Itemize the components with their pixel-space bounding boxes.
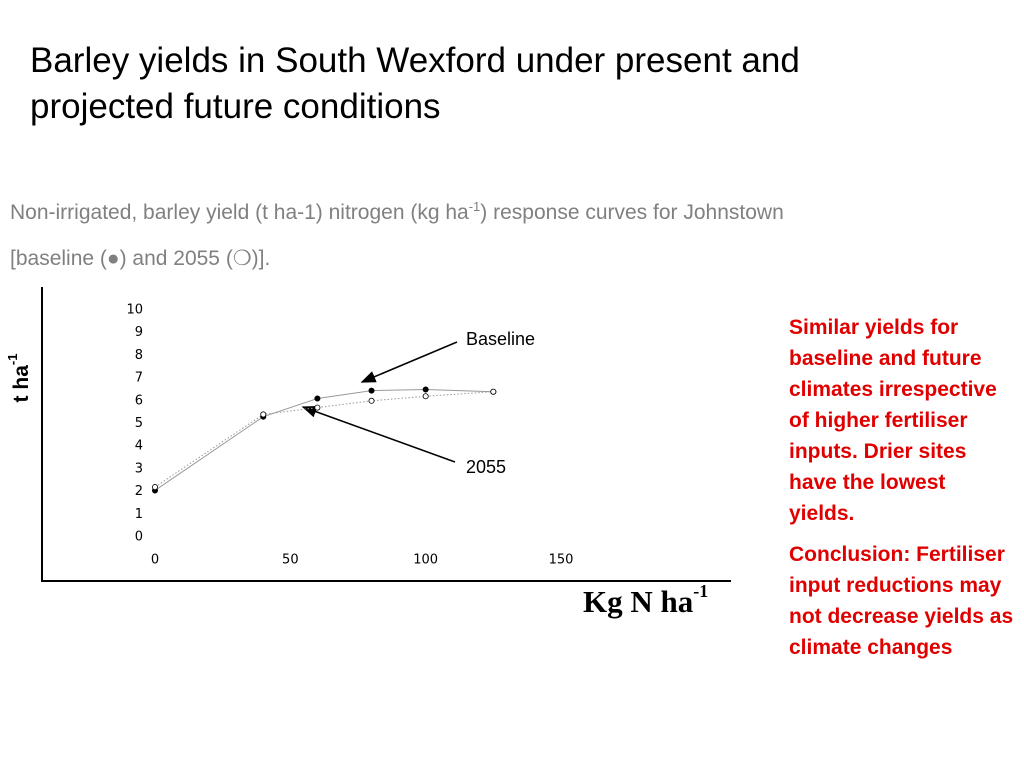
y-tick-label: 0 [135, 530, 143, 545]
subtitle-text: ) response curves for Johnstown [480, 201, 784, 224]
data-point [368, 387, 375, 394]
arrow [301, 405, 456, 463]
note: Similar yields for baseline and future c… [789, 316, 997, 525]
data-point [422, 393, 429, 400]
data-point [490, 388, 497, 395]
annotation: Baseline [466, 329, 535, 349]
series-line [154, 388, 494, 491]
x-axis-label: Kg N ha-1 [583, 581, 708, 619]
annotation: 2055 [466, 457, 506, 477]
y-tick-label: 8 [135, 348, 143, 363]
data-point [368, 397, 375, 404]
y-tick-label: 4 [135, 439, 143, 454]
y-tick-label: 9 [135, 325, 143, 340]
y-axis-label: t ha-1 [5, 354, 32, 403]
x-tick-label: 50 [282, 553, 299, 568]
y-tick-label: 10 [126, 303, 143, 318]
data-point [151, 484, 158, 491]
note: Conclusion: Fertiliser input reductions … [789, 543, 1014, 659]
y-tick-label: 6 [135, 393, 143, 408]
arrow [360, 341, 458, 383]
x-label-text: Kg N ha [583, 584, 694, 619]
y-tick-label: 2 [135, 484, 143, 499]
subtitle: Non-irrigated, barley yield (t ha-1) nit… [10, 184, 1010, 282]
notes: Similar yields for baseline and future c… [789, 312, 1014, 673]
data-point [422, 386, 429, 393]
data-point [314, 404, 321, 411]
y-tick-label: 3 [135, 461, 143, 476]
superscript: -1 [693, 581, 708, 601]
superscript: -1 [468, 199, 481, 214]
x-tick-label: 0 [151, 553, 159, 568]
x-tick-label: 150 [549, 553, 574, 568]
subtitle-text: Non-irrigated, barley yield (t ha-1) nit… [10, 201, 469, 224]
y-tick-label: 1 [135, 507, 143, 522]
slide-title: Barley yields in South Wexford under pre… [30, 41, 800, 126]
y-label-text: t ha [10, 365, 33, 403]
x-tick-label: 100 [413, 553, 438, 568]
superscript: -1 [5, 354, 20, 366]
y-tick-label: 5 [135, 416, 143, 431]
data-point [260, 411, 267, 418]
y-tick-label: 7 [135, 371, 143, 386]
data-point [314, 395, 321, 402]
subtitle-text: [baseline (●) and 2055 (❍)]. [10, 247, 271, 270]
series-line [154, 391, 494, 488]
